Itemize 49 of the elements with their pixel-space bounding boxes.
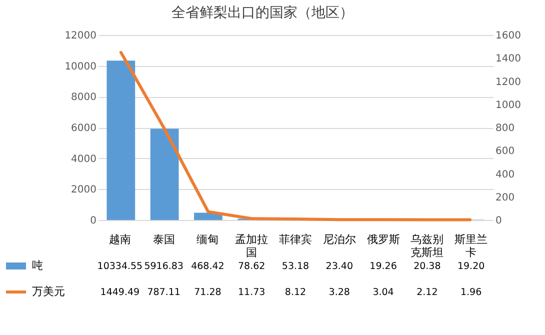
line-series [119,50,472,222]
data-label: 11.73 [238,287,266,298]
legend-label: 万美元 [32,285,65,298]
data-label: 53.18 [282,261,310,272]
data-label: 3.28 [328,287,350,298]
data-label: 71.28 [194,287,222,298]
data-label: 1.96 [460,287,482,298]
bar [106,60,136,220]
data-label: 10334.55 [97,261,143,272]
y2-tick-label: 1400 [496,54,521,65]
chart-title: 全省鲜梨出口的国家（地区） [171,5,354,21]
data-label: 1449.49 [100,287,140,298]
data-label: 5916.83 [144,261,184,272]
y-tick-label: 4000 [71,154,96,165]
x-tick-label: 泰国 [152,233,175,246]
y-tick-label: 2000 [71,184,96,196]
x-tick-label: 斯里兰卡 [454,233,488,259]
y-tick-label: 8000 [71,92,96,104]
data-label: 2.12 [416,287,438,298]
data-label: 20.38 [414,261,441,272]
x-tick-label: 菲律宾 [279,233,312,246]
y-tick-label: 6000 [71,123,96,134]
data-label: 19.20 [457,261,485,272]
x-tick-label: 缅甸 [196,233,219,246]
y2-tick-label: 1200 [496,76,521,88]
x-tick-label: 越南 [108,233,131,246]
x-tick-label: 俄罗斯 [366,233,400,246]
y2-tick-label: 600 [496,146,515,158]
bar [150,128,179,220]
x-tick-label: 孟加拉国 [235,233,268,259]
y-tick-label: 10000 [64,61,96,72]
y2-tick-label: 1000 [496,100,521,111]
y2-tick-label: 1600 [496,30,521,42]
x-tick-label: 尼泊尔 [322,233,356,246]
data-label: 787.11 [147,287,180,298]
x-tick-label: 乌兹别克斯坦 [410,233,444,259]
y2-tick-label: 800 [496,123,515,134]
data-label: 3.04 [372,287,394,298]
data-label: 78.62 [238,261,266,272]
legend-label: 吨 [32,259,43,272]
y-tick-label: 0 [90,216,96,226]
data-label: 19.26 [370,261,397,272]
data-label: 468.42 [191,261,224,272]
data-label: 23.40 [326,261,353,272]
y2-tick-label: 0 [496,216,502,226]
y-tick-label: 12000 [64,30,96,42]
y2-tick-label: 200 [496,192,515,204]
data-label: 8.12 [284,287,306,298]
y2-tick-label: 400 [496,169,515,180]
